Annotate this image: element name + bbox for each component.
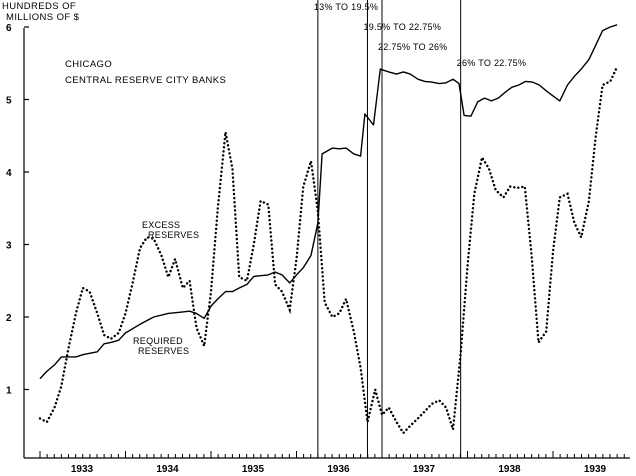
y-tick-label: 3 bbox=[6, 241, 12, 252]
x-tick-label: 1936 bbox=[327, 464, 350, 475]
tick-marks: 1 2 3 4 5 6 1933 1934 1935 1936 1937 1938 1939 bbox=[6, 23, 625, 475]
series-lines bbox=[38, 24, 619, 435]
chart-title-line2: CENTRAL RESERVE CITY BANKS bbox=[65, 75, 226, 86]
x-tick-label: 1934 bbox=[156, 464, 179, 475]
y-axis-label-line1: HUNDREDS OF bbox=[2, 1, 76, 12]
x-tick-label: 1935 bbox=[242, 464, 265, 475]
required-reserves-label-line1: REQUIRED bbox=[133, 336, 183, 346]
reserve-requirement-changes: 13% TO 19.5% 19.5% TO 22.75% 22.75% TO 26%… bbox=[314, 0, 526, 458]
x-tick-label: 1938 bbox=[498, 464, 521, 475]
excess-reserves-line bbox=[38, 65, 619, 435]
required-reserves-label-line2: RESERVES bbox=[138, 346, 189, 356]
x-tick-label: 1937 bbox=[413, 464, 436, 475]
requirement-change-label: 19.5% TO 22.75% bbox=[363, 22, 441, 32]
requirement-change-label: 26% TO 22.75% bbox=[457, 58, 527, 68]
requirement-change-label: 13% TO 19.5% bbox=[314, 2, 378, 12]
y-tick-label: 1 bbox=[6, 386, 12, 397]
y-tick-label: 5 bbox=[6, 96, 12, 107]
y-tick-label: 2 bbox=[6, 313, 12, 324]
y-axis-label-line2: MILLIONS OF $ bbox=[6, 12, 80, 23]
x-tick-label: 1939 bbox=[584, 464, 607, 475]
required-reserves-line bbox=[39, 24, 618, 380]
chart-title-line1: CHICAGO bbox=[65, 59, 112, 70]
y-tick-label: 6 bbox=[6, 23, 12, 34]
excess-reserves-label-line2: RESERVES bbox=[148, 230, 199, 240]
y-tick-label: 4 bbox=[6, 168, 12, 179]
x-tick-label: 1933 bbox=[71, 464, 94, 475]
excess-reserves-label-line1: EXCESS bbox=[142, 220, 180, 230]
axes bbox=[23, 28, 630, 459]
requirement-change-label: 22.75% TO 26% bbox=[378, 42, 448, 52]
